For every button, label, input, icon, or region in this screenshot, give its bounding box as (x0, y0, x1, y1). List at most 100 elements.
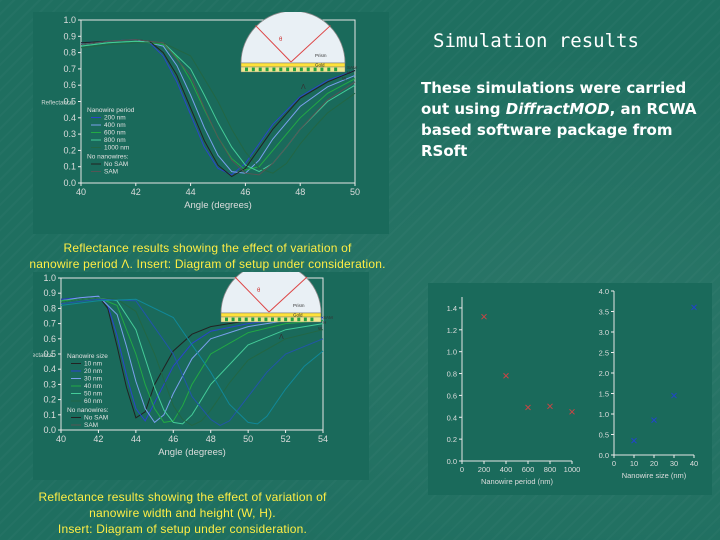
x-tick-label: 44 (186, 187, 196, 197)
x-tick-label: 42 (131, 187, 141, 197)
y-tick-label: 0.7 (63, 64, 76, 74)
scatter-y-tick-label: 0.0 (447, 457, 457, 466)
chart-panel-size: 0.0 0.1 0.2 0.3 0.4 0.5 0.6 0.7 0.8 0.9 1.0 40 42 44 4… (21, 262, 369, 480)
y-tick-label: 0.1 (63, 162, 76, 172)
scatter-x-tick-label: 1000 (564, 465, 581, 474)
caption-top: Reflectance results showing the effect o… (5, 240, 410, 272)
scatter-x-tick-label: 40 (690, 459, 698, 468)
chart-period-svg: 0.0 0.1 0.2 0.3 0.4 0.5 0.6 0.7 0.8 0.9 1.0 40 42 44 4… (41, 10, 360, 211)
x-axis-label: Angle (degrees) (184, 200, 252, 211)
legend-item: 40 nm (84, 383, 102, 390)
chart-period-inset-nanowire (251, 67, 255, 72)
scatter-x-tick-label: 200 (478, 465, 491, 474)
body-software-name: DiffractMOD (505, 100, 610, 118)
legend-heading-2: No nanowires: (87, 154, 129, 161)
scatter-y-tick-label: 3.5 (599, 308, 609, 317)
chart-period-inset-nanowire (293, 67, 296, 72)
x-axis-label: Angle (degrees) (158, 447, 226, 458)
slide-title: Simulation results (433, 30, 639, 52)
scatter-point-0 (569, 408, 575, 415)
y-tick-label: 0.0 (63, 178, 76, 188)
scatter-x-axis-label: Nanowire size (nm) (622, 471, 687, 480)
legend-item: No SAM (104, 161, 128, 168)
x-tick-label: 40 (76, 187, 86, 197)
chart-period-inset-period-label: Λ (301, 84, 306, 91)
legend-item: 600 nm (104, 130, 126, 137)
chart-size-inset-nanowire (290, 317, 294, 322)
scatter-point-0 (481, 313, 487, 320)
y-tick-label: 0.0 (43, 425, 56, 435)
scatter-point-1 (671, 392, 677, 399)
scatter-y-tick-label: 3.0 (599, 328, 609, 337)
chart-period-inset-gold-layer (240, 62, 346, 68)
y-axis-label: Reflectance (33, 353, 54, 359)
x-tick-label: 54 (318, 434, 328, 444)
chart-size-inset-nanowire (271, 317, 274, 322)
x-tick-label: 46 (240, 187, 250, 197)
scatter-x-axis-label: Nanowire period (nm) (481, 477, 554, 486)
y-tick-label: 0.9 (63, 31, 76, 41)
legend-item: 60 nm (84, 398, 102, 405)
chart-size-inset-nanowire (225, 317, 228, 322)
scatter-point-0 (525, 404, 531, 411)
legend-heading-2: No nanowires: (67, 407, 109, 414)
y-tick-label: 0.4 (63, 113, 76, 123)
chart-size-inset-nanowire (257, 317, 261, 322)
caption-top-line-2: nanowire period Λ. Insert: Diagram of se… (29, 257, 386, 271)
legend-item: 400 nm (104, 122, 126, 129)
legend-item: 30 nm (84, 376, 102, 383)
scatter-y-tick-label: 1.5 (599, 390, 609, 399)
y-tick-label: 1.0 (63, 15, 76, 25)
legend-heading: Nanowire period (87, 107, 135, 114)
legend-item: 200 nm (104, 115, 126, 122)
chart-size-inset-h-label: H (323, 320, 326, 325)
y-tick-label: 0.2 (43, 395, 56, 405)
legend-heading: Nanowire size (67, 353, 108, 360)
legend-item: No SAM (84, 415, 108, 422)
chart-size-inset-incident-ray (234, 276, 270, 313)
chart-panel-period: 0.0 0.1 0.2 0.3 0.4 0.5 0.6 0.7 0.8 0.9 1.0 40 42 44 4… (33, 10, 389, 234)
scatter-x-tick-label: 0 (612, 459, 616, 468)
scatter-y-tick-label: 1.2 (447, 326, 457, 335)
chart-period-inset-prism-label: Prism (315, 53, 327, 58)
chart-period-inset-nanowire (334, 67, 338, 72)
scatter-x-tick-label: 30 (670, 459, 678, 468)
y-tick-label: 0.7 (43, 319, 56, 329)
y-tick-label: 1.0 (43, 273, 56, 283)
chart-size-inset-nanowire (244, 317, 248, 322)
chart-period-inset-nanowire (258, 67, 262, 72)
legend-item: 800 nm (104, 137, 126, 144)
chart-size-inset-nanowire (238, 317, 242, 322)
scatter-y-tick-label: 0.6 (447, 391, 457, 400)
y-tick-label: 0.4 (43, 364, 56, 374)
y-tick-label: 0.8 (63, 48, 76, 58)
caption-bottom-line-2: nanowire width and height (W, H). (89, 506, 276, 520)
scatter-x-tick-label: 600 (522, 465, 535, 474)
chart-period-inset-nanowire (306, 67, 310, 72)
scatter-x-tick-label: 0 (460, 465, 464, 474)
scatter-point-1 (631, 437, 637, 444)
series-line-6 (60, 298, 324, 426)
y-tick-label: 0.2 (63, 145, 76, 155)
chart-scatter-svg: 0.00.20.40.60.81.01.21.40 200 400 600 800 100… (447, 287, 699, 486)
chart-size-inset-nanowire (297, 317, 301, 322)
legend-item: 1000 nm (104, 145, 129, 152)
chart-size-inset-nanowire (284, 317, 288, 322)
scatter-y-tick-label: 1.0 (447, 348, 457, 357)
scatter-y-tick-label: 0.5 (599, 431, 609, 440)
y-tick-label: 0.6 (63, 80, 76, 90)
y-tick-label: 0.1 (43, 410, 56, 420)
x-tick-label: 48 (295, 187, 305, 197)
chart-size-inset-nanowire (277, 317, 281, 322)
chart-period-inset-prism-shape (240, 10, 346, 64)
scatter-y-tick-label: 0.8 (447, 370, 457, 379)
chart-period-inset-h-label: H (347, 70, 350, 75)
x-tick-label: 48 (206, 434, 216, 444)
chart-size-inset-prism-label: Prism (293, 303, 305, 308)
y-axis-label: Reflectance (41, 101, 73, 107)
y-tick-label: 0.3 (63, 129, 76, 139)
scatter-x-tick-label: 800 (544, 465, 557, 474)
legend-item: 50 nm (84, 391, 102, 398)
scatter-x-tick-label: 400 (500, 465, 513, 474)
chart-period-inset-nanowire (327, 67, 331, 72)
